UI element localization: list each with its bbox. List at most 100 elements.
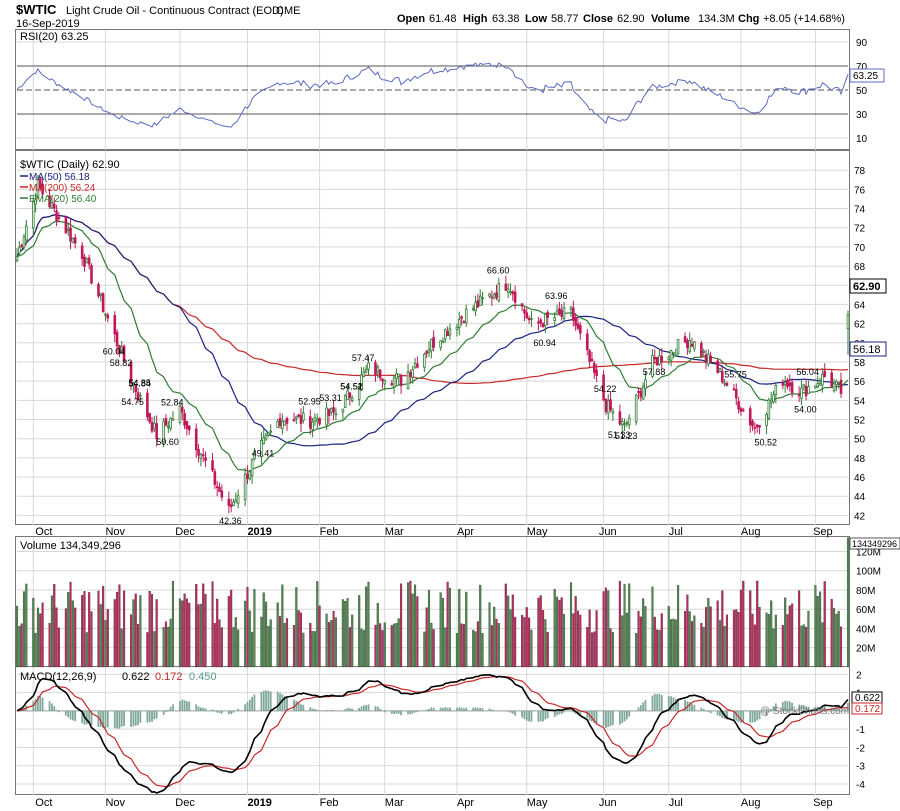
price-annotations: 54.75 54.22 52.95 49.41 42.36 53.31 54.51 55.75… <box>103 266 819 526</box>
candle-body <box>765 414 768 427</box>
rsi-plot <box>16 41 849 139</box>
volume-bar <box>707 598 710 668</box>
candle-body <box>481 297 484 300</box>
volume-bar <box>481 633 484 668</box>
candle-body <box>441 340 445 344</box>
candle-body <box>15 256 19 261</box>
volume-bar <box>639 616 642 668</box>
candle-body <box>835 380 838 385</box>
volume-bar <box>39 613 42 668</box>
volume-bar <box>351 614 354 668</box>
volume-bar <box>677 585 680 668</box>
candle-body <box>562 307 566 319</box>
volume-bar <box>325 613 328 668</box>
candle-body <box>446 331 449 337</box>
candle-body <box>625 422 629 425</box>
candle-body <box>525 312 529 319</box>
candle-body <box>378 369 382 379</box>
volume-bar <box>246 586 249 668</box>
rsi-legend: RSI(20) 63.25 <box>20 31 88 43</box>
volume-bar <box>32 597 35 668</box>
macd-panel <box>15 666 850 795</box>
volume-bar <box>425 607 428 668</box>
macd-histogram-bar <box>570 710 572 712</box>
candle-body <box>667 356 671 360</box>
candle-body <box>243 473 247 501</box>
macd-histogram-bar <box>814 706 817 711</box>
volume-bar <box>604 587 607 668</box>
volume-bar <box>618 580 621 668</box>
candle-body <box>18 247 21 254</box>
macd-histogram-bar <box>798 704 801 711</box>
volume-bar <box>784 597 787 668</box>
candle-body <box>497 282 501 302</box>
candle-body <box>439 340 442 348</box>
volume-bar <box>507 595 510 668</box>
macd-histogram-bar <box>558 710 561 715</box>
volume-bar <box>311 631 314 668</box>
price-tick-label: 58 <box>854 358 866 369</box>
macd-histogram-bar <box>407 710 409 715</box>
macd-histogram-bar <box>525 710 528 721</box>
candle-body <box>246 473 249 480</box>
macd-histogram-bar <box>276 691 279 711</box>
volume-bar <box>299 612 303 668</box>
candle-body <box>269 430 273 433</box>
macd-histogram-bar <box>383 710 386 713</box>
candle-body <box>586 333 589 351</box>
macd-histogram-bar <box>770 708 773 711</box>
volume-tick-label: 80M <box>856 586 875 597</box>
candle-body <box>788 382 792 386</box>
macd-histogram-bar <box>651 695 654 711</box>
macd-value-label: 0.622 <box>855 693 880 704</box>
candle-body <box>718 368 722 372</box>
x-label-top: Jul <box>669 526 683 538</box>
candle-body <box>790 382 794 394</box>
macd-histogram-bar <box>800 704 803 711</box>
volume-bar <box>462 624 465 668</box>
volume-tick-label: 60M <box>856 605 875 616</box>
volume-bar <box>497 623 500 668</box>
x-label-top: Sep <box>813 526 833 538</box>
macd-histogram-bar <box>130 710 132 727</box>
candle-body <box>32 200 35 229</box>
candle-body <box>553 317 556 321</box>
macd-histogram-bar <box>837 709 840 711</box>
volume-bar <box>721 590 724 668</box>
volume-bar <box>700 623 703 668</box>
candle-body <box>592 362 596 373</box>
volume-bar <box>558 599 561 668</box>
macd-legend-label: MACD(12,26,9) <box>20 671 96 683</box>
candle-body <box>802 384 806 388</box>
candle-body <box>700 343 703 357</box>
candle-body <box>651 355 654 377</box>
macd-histogram-bar <box>667 695 670 711</box>
candle-body <box>409 372 412 377</box>
macd-histogram-bar <box>537 710 540 722</box>
volume-bar <box>446 581 449 668</box>
macd-histogram-bar <box>230 710 233 715</box>
candle-body <box>281 421 284 429</box>
candle-body <box>530 317 533 320</box>
macd-histogram-bar <box>53 706 56 711</box>
volume-bar <box>751 613 754 668</box>
candle-body <box>25 225 28 241</box>
volume-bar <box>495 618 498 668</box>
macd-histogram-bar <box>670 696 672 711</box>
volume-bar <box>514 616 517 668</box>
volume-bar <box>365 586 368 668</box>
price-annotation: 54.84 <box>128 378 151 388</box>
macd-histogram-bar <box>833 708 835 711</box>
close-label: Close <box>583 13 613 25</box>
macd-histogram-bar <box>325 709 328 711</box>
candle-body <box>644 379 647 390</box>
macd-histogram-bar <box>118 710 121 729</box>
candle-body <box>471 308 475 311</box>
candle-body <box>178 405 182 423</box>
volume-bar <box>546 632 549 668</box>
candle-body <box>213 471 217 485</box>
candle-body <box>590 358 594 362</box>
copyright-text: @ StockCharts.com <box>760 706 849 717</box>
candle-body <box>132 382 135 386</box>
volume-bar <box>248 610 251 668</box>
